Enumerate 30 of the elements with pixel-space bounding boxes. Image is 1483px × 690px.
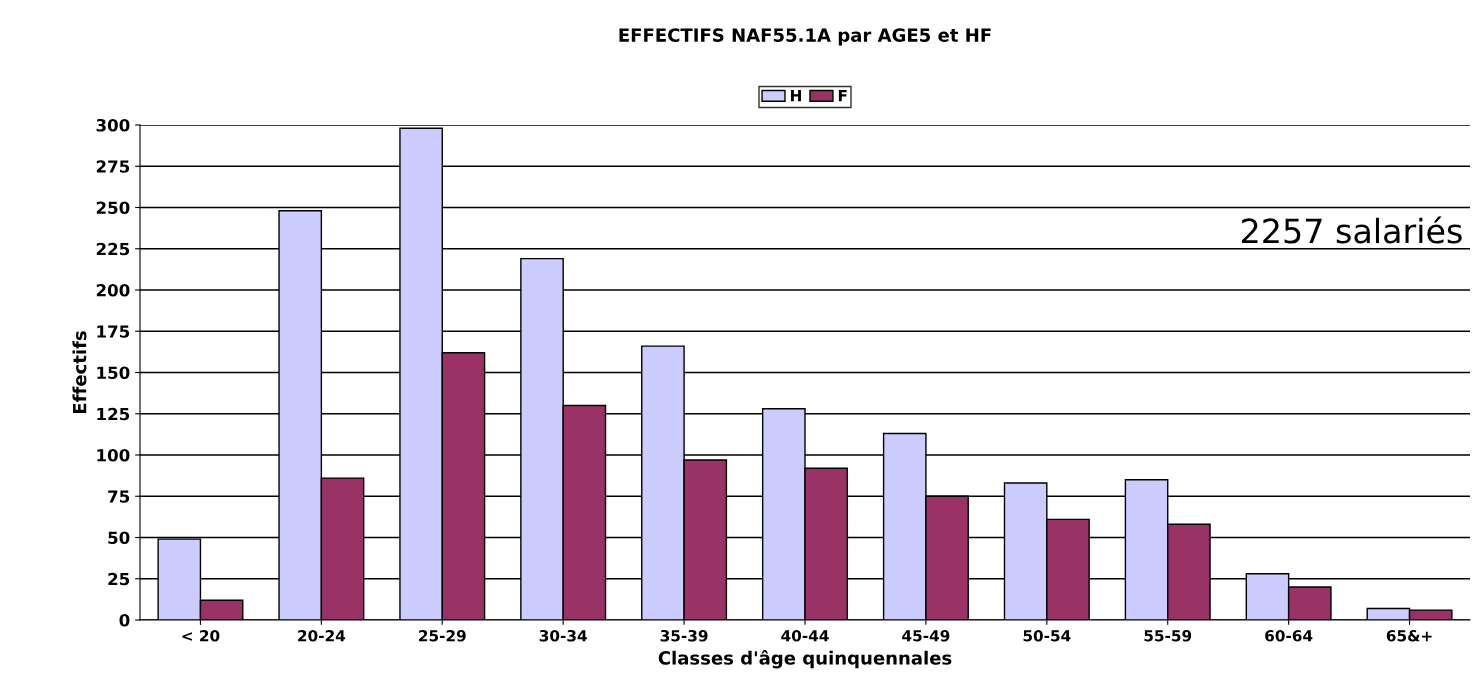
x-tick-label: 60-64 — [1265, 629, 1313, 642]
x-tick-label: 25-29 — [419, 629, 466, 642]
y-tick-label: 75 — [108, 490, 130, 503]
x-tick-label: 55-59 — [1144, 630, 1192, 642]
y-tick-label: 250 — [96, 201, 130, 215]
y-axis-title: Effectifs — [72, 331, 87, 414]
x-tick-label: 35-39 — [660, 629, 708, 642]
y-tick-label: 275 — [96, 160, 130, 173]
y-tick-label: 50 — [108, 531, 130, 545]
annotation: 2257 salariés — [1242, 216, 1462, 244]
x-tick-label: < 20 — [182, 629, 220, 642]
y-tick-label: 0 — [119, 613, 130, 627]
x-axis-title: Classes d'âge quinquennales — [658, 650, 952, 669]
x-tick-label: 65&+ — [1386, 629, 1432, 642]
x-tick-label: 45-49 — [902, 630, 950, 642]
x-tick-label: 30-34 — [539, 629, 587, 642]
y-tick-label: 200 — [96, 283, 130, 297]
chart-title: EFFECTIFS NAF55.1A par AGE5 et HF — [619, 28, 991, 46]
y-tick-label: 150 — [97, 366, 130, 380]
x-tick-label: 50-54 — [1023, 629, 1071, 642]
y-tick-label: 25 — [108, 572, 130, 586]
legend-label: F — [838, 90, 847, 102]
y-tick-label: 100 — [97, 448, 130, 462]
y-tick-label: 300 — [96, 118, 130, 132]
y-tick-label: 125 — [97, 407, 130, 421]
y-tick-label: 225 — [96, 242, 130, 256]
x-tick-label: 20-24 — [298, 629, 346, 642]
x-tick-label: 40-44 — [781, 629, 829, 642]
legend-label: H — [790, 90, 801, 102]
y-tick-label: 175 — [97, 325, 130, 338]
